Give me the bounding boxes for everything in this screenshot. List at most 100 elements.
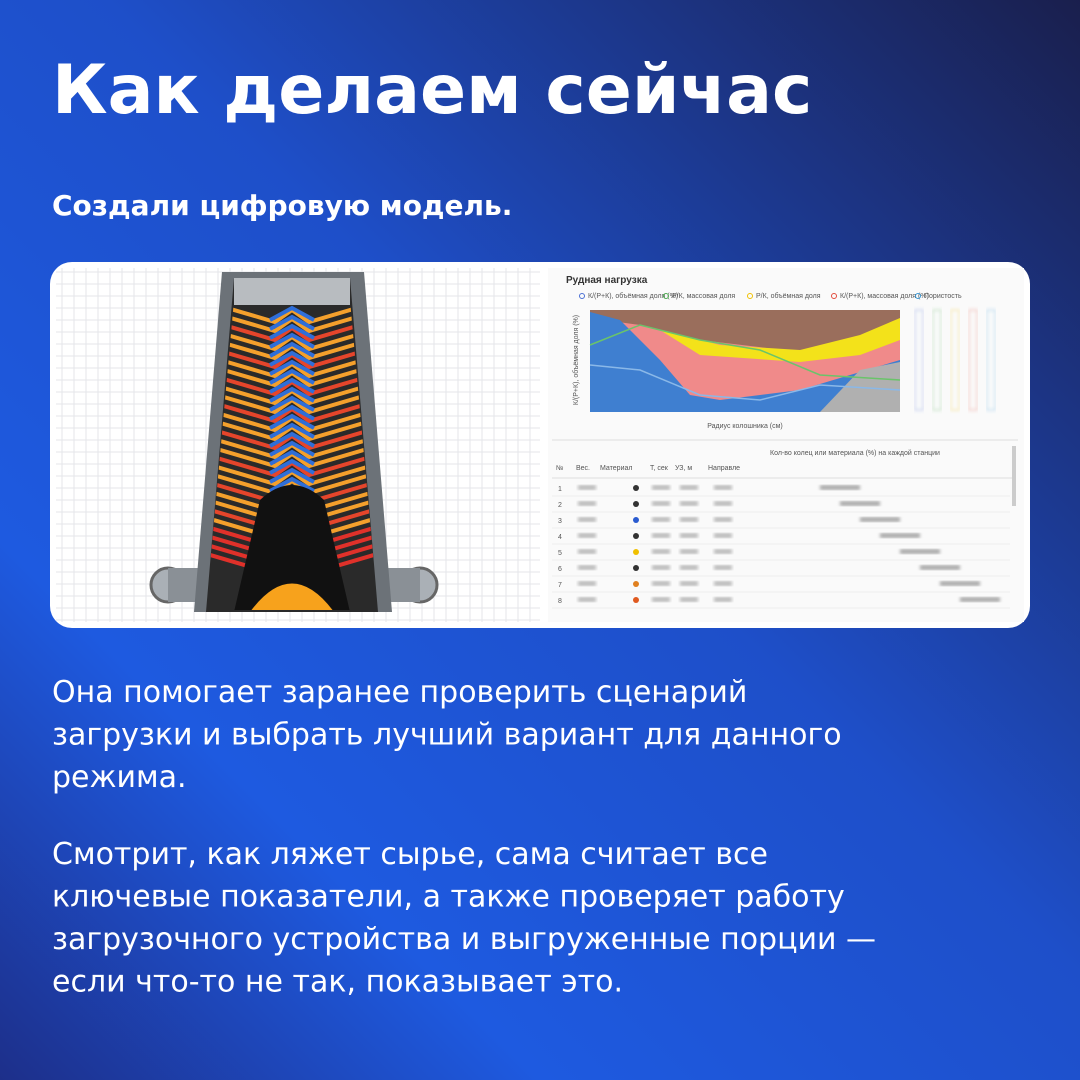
row-number: 7	[558, 582, 562, 589]
row-number: 2	[558, 502, 562, 509]
center-layer	[269, 404, 315, 421]
line	[589, 324, 901, 381]
body-line: загрузочного устройства и выгруженные по…	[52, 922, 876, 957]
center-layer	[269, 359, 315, 376]
blurred-cell	[920, 565, 960, 570]
material-dot	[633, 597, 639, 603]
center-layer	[269, 476, 315, 493]
center-layer	[269, 386, 315, 403]
row-number: 1	[558, 486, 562, 493]
blurred-cell	[714, 597, 732, 602]
center-layer	[269, 305, 315, 322]
column-header: Вес.	[576, 465, 590, 472]
blurred-cell	[578, 565, 596, 570]
blurred-cell	[840, 501, 880, 506]
blurred-cell	[652, 533, 670, 538]
y-axis-label: К/(Р+К), объёмная доля (%)	[572, 315, 580, 405]
legend-label: К/(Р+К), объёмная доля (%)	[588, 292, 678, 300]
blurred-cell	[578, 501, 596, 506]
blurred-cell	[680, 565, 698, 570]
material-dot	[633, 581, 639, 587]
group-header: Кол-во колец или материала (%) на каждой…	[770, 449, 940, 457]
body-line: загрузки и выбрать лучший вариант для да…	[52, 718, 842, 753]
blurred-cell	[714, 485, 732, 490]
column-header: Материал	[600, 465, 632, 472]
blurred-cell	[680, 581, 698, 586]
body-line: Она помогает заранее проверить сценарий	[52, 675, 747, 710]
faded-series	[968, 309, 978, 411]
chart-title: Рудная нагрузка	[566, 275, 648, 286]
blurred-cell	[680, 549, 698, 554]
legend-marker	[831, 293, 837, 299]
area	[590, 312, 900, 412]
row-number: 4	[558, 534, 562, 541]
center-layer	[269, 440, 315, 457]
blurred-cell	[680, 501, 698, 506]
column-header: №	[556, 465, 564, 472]
faded-series	[950, 309, 960, 411]
body-line: Смотрит, как ляжет сырье, сама считает в…	[52, 837, 768, 872]
blurred-cell	[652, 581, 670, 586]
subtitle: Создали цифровую модель.	[52, 189, 512, 222]
blurred-cell	[714, 565, 732, 570]
blurred-cell	[680, 597, 698, 602]
blurred-cell	[578, 597, 596, 602]
coke-core	[234, 485, 350, 610]
blurred-cell	[860, 517, 900, 522]
center-layer	[269, 422, 315, 439]
column-header: УЗ, м	[675, 465, 692, 472]
faded-series	[986, 309, 996, 411]
blurred-cell	[714, 581, 732, 586]
legend-marker	[747, 293, 753, 299]
blurred-cell	[652, 501, 670, 506]
material-dot	[633, 517, 639, 523]
column-header: Направле	[708, 465, 740, 472]
ore-pile	[250, 583, 334, 610]
faded-series	[932, 309, 942, 411]
blurred-cell	[714, 501, 732, 506]
blurred-cell	[820, 485, 860, 490]
scrollbar	[1012, 446, 1016, 506]
blurred-cell	[578, 485, 596, 490]
row-number: 6	[558, 566, 562, 573]
row-number: 8	[558, 598, 562, 605]
blurred-cell	[714, 517, 732, 522]
legend-label: Р/К, объёмная доля	[756, 292, 821, 300]
center-layer	[269, 395, 315, 412]
area	[590, 310, 900, 352]
blurred-cell	[652, 485, 670, 490]
legend-marker	[915, 293, 921, 299]
center-layer	[269, 332, 315, 349]
body-text: Она помогает заранее проверить сценарий з…	[52, 675, 876, 1000]
blurred-cell	[578, 581, 596, 586]
blurred-cell	[578, 517, 596, 522]
blurred-cell	[652, 597, 670, 602]
blurred-cell	[940, 581, 980, 586]
row-number: 3	[558, 518, 562, 525]
faded-series	[914, 309, 924, 411]
line	[589, 364, 901, 401]
blurred-cell	[652, 549, 670, 554]
legend-label: Р/К, массовая доля	[672, 293, 735, 300]
body-line: режима.	[52, 760, 187, 795]
row-number: 5	[558, 550, 562, 557]
x-axis-label: Радиус колошника (см)	[707, 423, 783, 430]
material-dot	[633, 549, 639, 555]
mini-chart	[589, 309, 996, 412]
legend-label: Пористость	[924, 293, 962, 300]
legend: К/(Р+К), объёмная доля (%)Р/К, массовая …	[579, 292, 962, 300]
blurred-cell	[680, 533, 698, 538]
legend-marker	[663, 293, 669, 299]
material-dot	[633, 565, 639, 571]
data-table: № Вес. Материал Т, сек УЗ, м Направле Кол-во к…	[552, 446, 1016, 609]
blurred-cell	[714, 549, 732, 554]
blurred-cell	[680, 517, 698, 522]
center-layer	[269, 341, 315, 358]
center-layer	[269, 431, 315, 448]
legend-marker	[579, 293, 585, 299]
center-layer	[269, 449, 315, 466]
blurred-cell	[652, 565, 670, 570]
blurred-cell	[652, 517, 670, 522]
material-dot	[633, 533, 639, 539]
